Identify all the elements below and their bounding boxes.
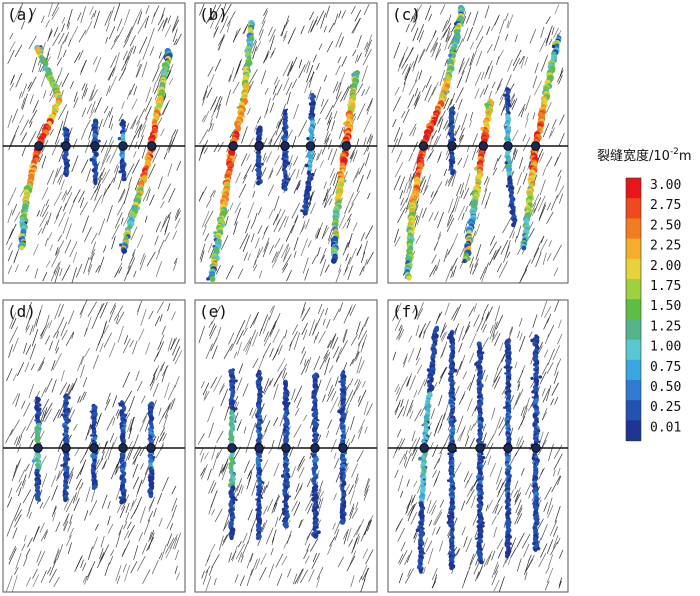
hydraulic-fracture [474, 341, 487, 565]
hydraulic-fractures [415, 325, 543, 574]
legend-swatch [626, 218, 641, 240]
natural-fracture-network [6, 3, 182, 283]
panel-e: (e) [194, 299, 378, 593]
hydraulic-fractures [206, 19, 361, 282]
panel-label: (d) [7, 302, 36, 321]
panel-label: (e) [199, 302, 228, 321]
panel-label: (f) [392, 302, 421, 321]
panel-c: (c) [387, 2, 569, 284]
perforation-point [227, 443, 237, 453]
perforation-point [419, 443, 429, 453]
legend-tick-label: 0.50 [650, 380, 681, 395]
perforation-point [147, 141, 157, 151]
hydraulic-fracture [255, 125, 264, 186]
perforation-point [478, 141, 489, 151]
legend-swatch [626, 420, 641, 442]
legend-swatch [626, 380, 641, 401]
legend-swatch [626, 279, 641, 300]
legend-swatches [625, 177, 642, 442]
perforation-point [305, 141, 316, 151]
perforation-point [61, 141, 71, 151]
perforation-point [531, 443, 541, 453]
hydraulic-fractures [31, 393, 156, 505]
legend-tick-label: 2.25 [650, 239, 681, 254]
legend-swatch [626, 359, 641, 381]
panel-label: (c) [392, 5, 421, 24]
panel-label: (a) [7, 5, 36, 24]
panels-group: (a) (b) (c) (d) (e) (f) [2, 2, 569, 593]
hydraulic-fracture [404, 4, 465, 281]
perforation-point [228, 141, 238, 151]
perforation-point [503, 141, 513, 151]
legend-tick-label: 1.25 [650, 319, 681, 334]
hydraulic-fracture [330, 70, 361, 264]
legend-swatch [626, 258, 641, 280]
legend-swatch [626, 178, 641, 199]
perforation-point [34, 141, 44, 151]
hydraulic-fracture [503, 338, 513, 559]
legend-swatch [626, 400, 641, 421]
perforation-point [281, 443, 291, 453]
legend-tick-label: 3.00 [650, 178, 681, 193]
legend-tick-label: 0.25 [650, 400, 681, 415]
legend-swatch [626, 238, 641, 260]
hydraulic-fracture [89, 403, 99, 490]
legend-swatch [626, 198, 641, 219]
hydraulic-fracture [254, 369, 265, 541]
hydraulic-fracture [60, 393, 71, 503]
legend-tick-label: 2.75 [650, 198, 681, 213]
hydraulic-fractures [404, 4, 562, 281]
perforation-point [447, 443, 457, 453]
perforation-point [503, 443, 513, 453]
panel-label: (b) [199, 5, 228, 24]
legend-tick-label: 1.50 [650, 299, 681, 314]
perforation-point [531, 141, 541, 151]
hydraulic-fracture [89, 118, 101, 185]
panel-a: (a) [2, 2, 186, 284]
panel-b: (b) [194, 2, 378, 284]
legend-tick-label: 1.75 [650, 279, 681, 294]
legend-tick-label: 0.75 [650, 360, 681, 375]
perforation-point [280, 141, 290, 151]
perforation-point [90, 141, 100, 151]
natural-fracture-network [392, 300, 564, 592]
legend-frame [625, 177, 642, 441]
perforation-point [61, 443, 71, 453]
legend-tick-label: 0.01 [650, 420, 681, 435]
legend-swatch [626, 299, 641, 320]
perforation-point [89, 443, 99, 453]
hydraulic-fracture [520, 35, 562, 251]
legend-tick-label: 2.00 [650, 259, 681, 274]
perforation-point [254, 141, 264, 151]
perforation-point [254, 443, 264, 453]
legend-tick-label: 1.00 [650, 340, 681, 355]
panel-d: (d) [2, 299, 186, 593]
hydraulic-fracture [228, 368, 238, 541]
perforation-point [310, 443, 320, 453]
legend-ticks: 3.00 2.75 2.50 2.25 2.00 1.75 1.50 1.25 1.00 0.75… [650, 178, 681, 435]
perforation-point [338, 443, 348, 453]
natural-fracture-network [198, 3, 374, 283]
perforation-point [447, 141, 457, 151]
hydraulic-fracture [447, 106, 457, 176]
legend-title: 裂缝宽度/10-2m [597, 147, 692, 164]
perforation-point [146, 443, 156, 453]
legend-swatch [626, 319, 641, 341]
perforation-point [341, 141, 352, 151]
legend-swatch [626, 339, 641, 361]
perforation-point [475, 443, 485, 453]
hydraulic-fracture [415, 325, 440, 574]
perforation-point [418, 141, 429, 151]
legend-tick-label: 2.50 [650, 218, 681, 233]
hydraulic-fracture [446, 329, 458, 571]
perforation-point [118, 443, 128, 453]
perforation-point [33, 443, 43, 453]
hydraulic-fracture [206, 19, 255, 282]
panel-f: (f) [387, 299, 569, 593]
natural-fracture-network [5, 300, 183, 592]
perforation-point [118, 141, 128, 151]
colorbar-legend: 裂缝宽度/10-2m 3.00 2.75 2.50 2.25 2.00 1.75 1.50 1… [597, 147, 692, 442]
hydraulic-fracture [462, 98, 494, 264]
